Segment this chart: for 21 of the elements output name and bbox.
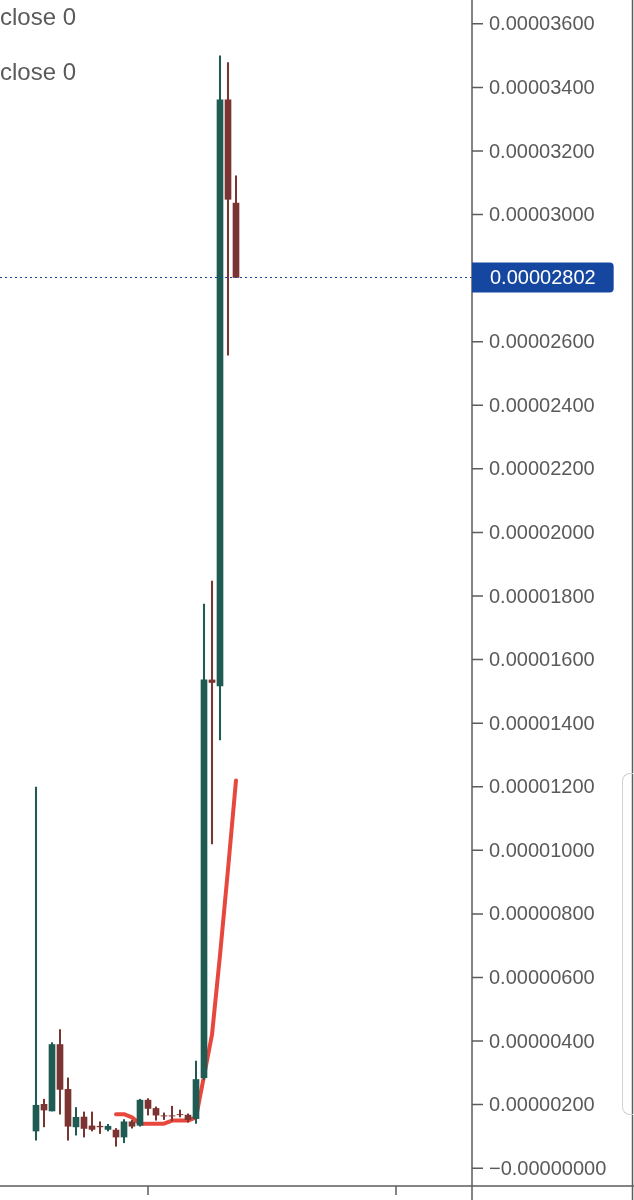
y-tick-label: 0.00001200 — [489, 775, 595, 798]
y-tick-label: 0.00003200 — [489, 139, 595, 162]
ref-line-label: 0.00002802 — [490, 266, 596, 289]
y-tick-label: 0.00003000 — [489, 203, 595, 226]
y-tick-label: 0.00000800 — [489, 902, 595, 925]
annotation: close 0 — [0, 58, 77, 86]
y-tick-label: 0.00001600 — [489, 648, 595, 671]
y-tick-label: 0.00003600 — [489, 12, 595, 35]
y-tick-label: 0.00002400 — [489, 393, 595, 416]
y-tick-label: 0.00001400 — [489, 711, 595, 734]
y-tick-label: 0.00002200 — [489, 457, 595, 480]
y-tick-label: 0.00002000 — [489, 520, 595, 543]
y-tick-label: 0.00000600 — [489, 965, 595, 988]
y-tick-label: 0.00001800 — [489, 584, 595, 607]
y-tick-label: −0.00000000 — [489, 1156, 607, 1179]
y-tick-label: 0.00000200 — [489, 1093, 595, 1116]
annotation: close 0 — [0, 3, 77, 31]
y-tick-label: 0.00001000 — [489, 838, 595, 861]
y-tick-label: 0.00000400 — [489, 1029, 595, 1052]
y-tick-label: 0.00003400 — [489, 75, 595, 98]
y-tick-label: 0.00002600 — [489, 330, 595, 353]
